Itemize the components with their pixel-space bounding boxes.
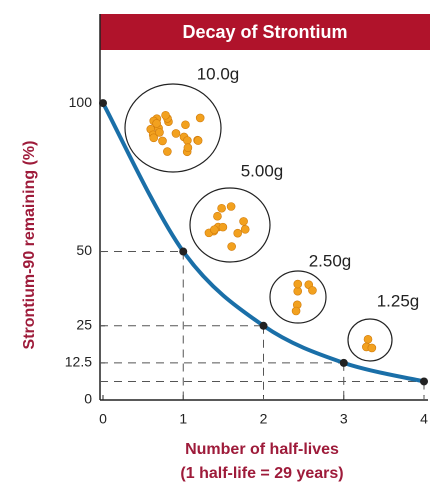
mass-label: 5.00g: [241, 161, 284, 180]
mass-label: 1.25g: [377, 291, 420, 310]
chart-title: Decay of Strontium: [182, 22, 347, 42]
sample-circle: [189, 187, 271, 263]
atom-dot: [213, 211, 222, 221]
data-point: [420, 377, 428, 386]
atom-dot: [152, 119, 161, 128]
x-axis-note: (1 half-life = 29 years): [180, 465, 343, 482]
x-tick-label: 0: [99, 411, 107, 427]
atom-dot: [181, 120, 190, 130]
x-axis-label: Number of half-lives: [185, 441, 339, 458]
decay-curve: [101, 102, 425, 384]
x-tick-label: 2: [260, 411, 268, 427]
y-tick-label: 12.5: [65, 354, 92, 370]
atom-dot: [293, 279, 303, 289]
atom-dot: [217, 203, 226, 213]
atom-dot: [171, 129, 181, 138]
sample-circle: [269, 270, 327, 324]
x-tick-label: 3: [340, 411, 348, 427]
atom-dot: [210, 225, 219, 234]
atom-dot: [158, 136, 167, 146]
y-tick-label: 50: [76, 242, 92, 258]
y-tick-label: 25: [76, 316, 92, 332]
atom-dot: [363, 335, 373, 344]
x-tick-label: 1: [179, 411, 187, 427]
title-banner: [100, 14, 430, 50]
x-tick-label: 4: [420, 411, 428, 427]
atom-dot: [149, 133, 159, 143]
data-point: [179, 247, 188, 256]
y-tick-label: 100: [69, 94, 93, 110]
atom-dot: [240, 225, 250, 234]
atom-dot: [183, 143, 193, 153]
mass-label: 2.50g: [309, 251, 352, 270]
atom-dot: [195, 113, 205, 123]
atom-dot: [218, 222, 228, 232]
data-point: [339, 358, 348, 367]
atom-dot: [193, 136, 203, 145]
atom-dot: [308, 286, 317, 295]
atom-dot: [183, 136, 192, 145]
y-tick-label: 0: [84, 391, 92, 407]
atom-dot: [226, 202, 236, 211]
atom-dot: [239, 217, 248, 226]
data-point: [99, 99, 107, 108]
mass-label: 10.0g: [197, 64, 240, 83]
atom-dot: [161, 110, 170, 120]
atom-dot: [227, 242, 236, 251]
data-point: [259, 321, 268, 330]
atom-dot: [367, 343, 377, 353]
atom-dot: [233, 228, 243, 238]
sample-circle: [124, 83, 222, 173]
atom-dot: [155, 128, 164, 137]
atom-dot: [163, 147, 172, 156]
atom-dot: [291, 306, 301, 316]
y-axis-label: Strontium-90 remaining (%): [21, 141, 38, 350]
